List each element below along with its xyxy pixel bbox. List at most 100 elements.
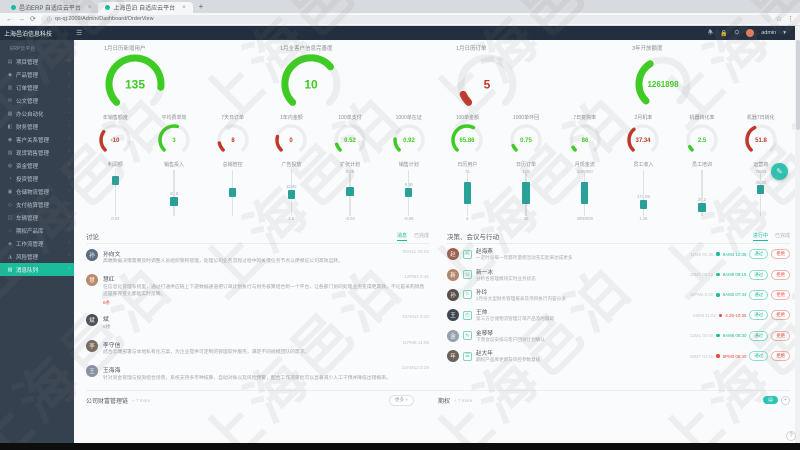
sidebar-item-10[interactable]: ▣ 仓储物流管理 ˇ <box>0 185 74 198</box>
slider-track[interactable] <box>287 169 296 216</box>
discussion-item[interactable]: 斌斌 10AM11 9:20 8楼 <box>86 309 429 334</box>
sidebar-item-6[interactable]: ◉ 客户关系管理 ˇ <box>0 133 74 146</box>
sliders-row: ✎ 利润额0.04销售投入25.6总销管控广告投放13.922.5扩张计划0.0… <box>86 161 790 225</box>
chevron-down-icon: ˇ <box>68 72 71 77</box>
more-button[interactable]: 更多 ˅ <box>388 394 414 406</box>
slider-track[interactable] <box>580 169 589 216</box>
slider-track[interactable] <box>522 169 530 216</box>
actions-tab-0[interactable]: 进行中 <box>752 232 768 241</box>
slider-thumb[interactable] <box>522 181 530 204</box>
action-item[interactable]: 赵 ✉ 赵海燕 一定时间每一年都尽量把活动充实起来达成更多 11M9 01:35 9AM4… <box>447 244 790 264</box>
action-item[interactable]: 新 ☏ 新一冰 分析各管理模块实时业务状态 10M2 08:12 8AM9 09:15 通过… <box>447 264 790 284</box>
slider-thumb[interactable] <box>756 185 765 195</box>
slider-track[interactable] <box>228 169 237 216</box>
sidebar-item-7[interactable]: ▨ 现货销售管理 ˇ <box>0 146 74 159</box>
reject-button[interactable]: 拒绝 <box>771 310 790 321</box>
new-tab-button[interactable]: + <box>198 2 204 11</box>
user-menu-caret-icon[interactable]: ▾ <box>783 30 786 36</box>
slider-track[interactable] <box>111 169 120 216</box>
reject-button[interactable]: 拒绝 <box>771 330 790 341</box>
discussion-text: 高端数据决策需要及时调整人员组织架构管理，处理公司业务流程过程中的关键任务节点以… <box>103 259 343 265</box>
slider-track[interactable] <box>463 169 472 216</box>
browser-menu-icon[interactable]: ⋮ <box>787 16 794 23</box>
slider-2: 总销管控 <box>203 161 262 225</box>
add-button[interactable]: + <box>781 395 790 405</box>
quick-list-button[interactable]: ▤ <box>763 396 778 405</box>
slider-thumb[interactable] <box>111 175 120 185</box>
approve-button[interactable]: 通过 <box>749 249 769 260</box>
reject-button[interactable]: 拒绝 <box>771 289 790 300</box>
slider-thumb[interactable] <box>698 203 706 213</box>
approve-button[interactable]: 通过 <box>749 330 769 341</box>
page-scrollbar[interactable] <box>795 26 800 443</box>
sidebar-item-icon: ▧ <box>7 266 13 273</box>
hamburger-icon[interactable]: ☰ <box>76 30 83 37</box>
sidebar-item-3[interactable]: ✉ 公文管理 ˇ <box>0 94 74 107</box>
tab-close-icon[interactable]: × <box>87 4 92 11</box>
reject-button[interactable]: 拒绝 <box>771 249 790 260</box>
bell-icon[interactable]: 🕭 <box>707 30 713 36</box>
slider-thumb[interactable] <box>580 181 589 204</box>
discussion-tab-0[interactable]: 消息 <box>396 232 407 241</box>
slider-track[interactable] <box>698 169 706 216</box>
discussion-item[interactable]: 王王海海 12AM12 0:39 针对资金管理与投资组合场景，系统支持多币种核算、自… <box>86 360 429 385</box>
sidebar-item-8[interactable]: ◍ 资金管理 ˇ <box>0 159 74 172</box>
sidebar-item-14[interactable]: ◈ 工作流管理 ˇ <box>0 237 74 250</box>
slider-thumb[interactable] <box>346 186 354 196</box>
slider-track[interactable] <box>170 169 178 216</box>
sidebar-item-4[interactable]: ▦ 办公自动化 ˇ <box>0 107 74 120</box>
tab-close-icon[interactable]: × <box>182 4 186 11</box>
action-item[interactable]: 年 ☰ 赵大年 期权产品库更新与风控参数复核 08M7 04:15 5PM3 06:40 通… <box>447 346 790 366</box>
action-item[interactable]: 王 ◴ 王帅 第三方仓储物流管理订单产品及时跟踪 09M8 11:02 4.25-10:3… <box>447 305 790 325</box>
lock-icon[interactable]: 🔒 <box>719 30 728 37</box>
sidebar-item-13[interactable]: ◌ 期权产品库 ˇ <box>0 224 74 237</box>
url-bar[interactable]: ⓘ qs-qj:2009/Admin/Dashboard/OrderView <box>40 14 771 24</box>
slider-track[interactable] <box>756 169 765 216</box>
slider-thumb[interactable] <box>463 181 472 204</box>
sidebar-item-16[interactable]: ▧ 消息队列 ˇ <box>0 263 74 276</box>
gear-icon[interactable]: ⛭ <box>734 29 740 36</box>
edit-fab-button[interactable]: ✎ <box>771 162 788 180</box>
slider-track[interactable] <box>404 169 413 216</box>
approve-button[interactable]: 通过 <box>749 310 769 321</box>
sidebar-item-11[interactable]: ◇ 支付结算管理 ˇ <box>0 198 74 211</box>
reject-button[interactable]: 拒绝 <box>771 351 790 362</box>
action-item[interactable]: 孙 ⚐ 孙玲 2月份大型财务管理报表及项目执行内容分派 11PM4 5:20 6AM2 0… <box>447 285 790 305</box>
slider-thumb[interactable] <box>639 200 648 210</box>
help-button[interactable]: ? <box>786 431 796 441</box>
reject-button[interactable]: 拒绝 <box>771 269 790 280</box>
site-info-icon[interactable]: ⓘ <box>46 16 52 23</box>
sidebar-item-9[interactable]: ◔ 投资管理 ˇ <box>0 172 74 185</box>
approve-button[interactable]: 通过 <box>749 289 769 300</box>
slider-track[interactable] <box>346 169 354 216</box>
browser-tab-2[interactable]: 上海邑泊 自适应云平台 × <box>98 2 193 13</box>
slider-track[interactable] <box>639 169 648 216</box>
user-avatar[interactable] <box>746 29 755 37</box>
slider-title: 员工培训 <box>692 161 713 168</box>
discussion-item[interactable]: 李李守信 11PM9 11:08 结合云端部署与本地私有化方案，为企业提供可定制的管… <box>86 335 429 360</box>
sidebar-item-5[interactable]: ◧ 财务管理 ˇ <box>0 120 74 133</box>
slider-thumb[interactable] <box>170 196 178 206</box>
slider-thumb[interactable] <box>287 190 296 200</box>
discussion-tab-1[interactable]: 已完成 <box>413 232 429 239</box>
sidebar-item-12[interactable]: ◫ 车辆管理 ˇ <box>0 211 74 224</box>
username[interactable]: admin <box>761 30 777 36</box>
approve-button[interactable]: 通过 <box>749 351 769 362</box>
back-button[interactable]: ← <box>6 15 13 23</box>
sidebar-item-label: 风险管理 <box>16 254 39 261</box>
discussion-item[interactable]: 慧慧红 12PM4 2:45 在信息化管理系统里，通过打通供应链上下游数据通道把订单… <box>86 269 429 309</box>
slider-thumb[interactable] <box>228 187 237 197</box>
actions-tab-1[interactable]: 已完成 <box>774 232 790 239</box>
bookmark-star-icon[interactable]: ☆ <box>775 16 782 23</box>
sidebar-item-2[interactable]: ▥ 订单管理 ˇ <box>0 81 74 94</box>
approve-button[interactable]: 通过 <box>749 269 769 280</box>
browser-tab-1[interactable]: 邑泊ERP 自适应云平台 × <box>4 2 98 13</box>
sidebar-item-15[interactable]: ◮ 风险管理 ˇ <box>0 250 74 263</box>
action-item[interactable]: 金 ✎ 金琴琴 下周会议安排与客户回访计划确认 12M1 02:50 9AM6 08:30… <box>447 325 790 345</box>
discussion-item[interactable]: 孙孙向文 08H31 03:02 高端数据决策需要及时调整人员组织架构管理，处理公司… <box>86 244 429 269</box>
sidebar-item-1[interactable]: ◆ 产品管理 ˇ <box>0 68 74 81</box>
forward-button[interactable]: → <box>18 15 25 23</box>
reload-button[interactable]: ⟳ <box>30 16 36 23</box>
sidebar-item-0[interactable]: ▤ 项目管理 ˇ <box>0 55 74 68</box>
slider-thumb[interactable] <box>404 188 413 198</box>
